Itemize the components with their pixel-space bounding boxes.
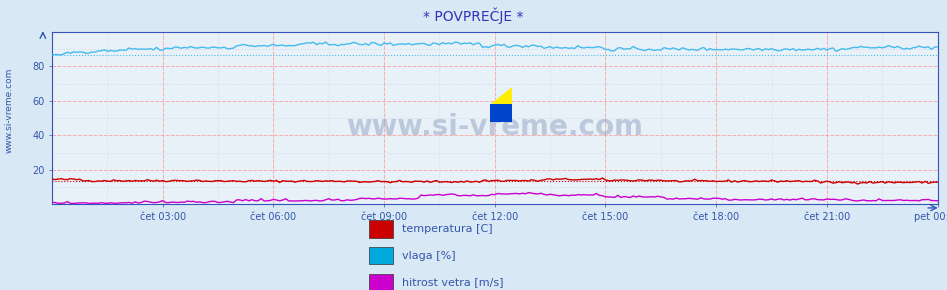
Text: vlaga [%]: vlaga [%] (402, 251, 456, 260)
FancyBboxPatch shape (369, 247, 393, 264)
Text: hitrost vetra [m/s]: hitrost vetra [m/s] (402, 277, 504, 287)
Text: temperatura [C]: temperatura [C] (402, 224, 493, 234)
Polygon shape (491, 104, 512, 122)
Text: * POVPREČJE *: * POVPREČJE * (423, 7, 524, 24)
Text: www.si-vreme.com: www.si-vreme.com (5, 68, 14, 153)
Polygon shape (491, 87, 512, 104)
FancyBboxPatch shape (369, 220, 393, 238)
FancyBboxPatch shape (369, 273, 393, 290)
Text: www.si-vreme.com: www.si-vreme.com (347, 113, 643, 141)
